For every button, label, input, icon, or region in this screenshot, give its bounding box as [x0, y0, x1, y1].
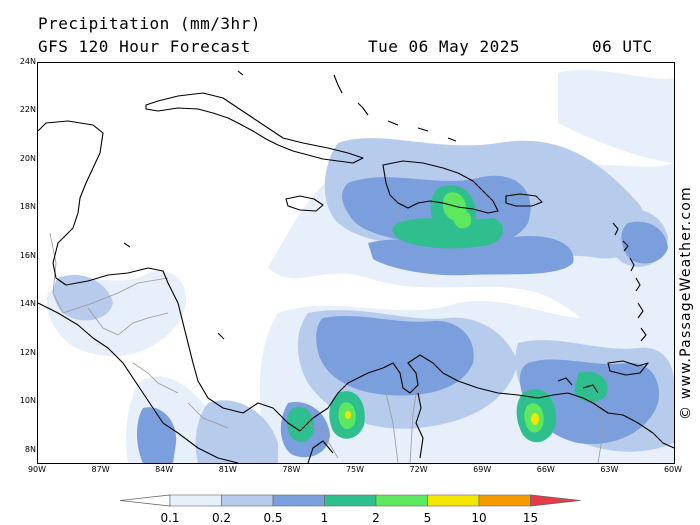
- lon-label: 81W: [218, 465, 237, 474]
- precip-legend: [119, 494, 581, 507]
- precip-field-extreme: [345, 411, 539, 425]
- lat-label: 18N: [19, 202, 36, 212]
- legend-tick-label: 10: [471, 511, 487, 525]
- lon-label: 69W: [473, 465, 492, 474]
- watermark-text: © www.PassageWeather.com: [678, 186, 694, 420]
- coastlines: [38, 70, 674, 463]
- precipitation-map: [37, 62, 675, 464]
- legend-swatch: [324, 494, 377, 507]
- forecast-subtitle: GFS 120 Hour Forecast: [38, 37, 251, 56]
- legend-swatch: [272, 494, 325, 507]
- legend-swatch: [119, 494, 171, 507]
- legend-tick-label: 15: [522, 511, 539, 525]
- valid-time: 06 UTC: [592, 37, 653, 56]
- lat-label: 22N: [19, 105, 36, 115]
- lat-label: 10N: [19, 396, 36, 406]
- lon-label: 66W: [536, 465, 555, 474]
- lon-label: 72W: [409, 465, 428, 474]
- legend-tick-label: 0.5: [263, 511, 283, 525]
- legend-tick-label: 0.2: [211, 511, 232, 525]
- lon-label: 87W: [91, 465, 110, 474]
- lat-label: 12N: [19, 347, 36, 357]
- legend-tick-label: 1: [320, 511, 329, 525]
- legend-swatch: [375, 494, 428, 507]
- legend-swatch: [478, 494, 531, 507]
- lon-label: 75W: [345, 465, 365, 474]
- map-title: Precipitation (mm/3hr): [38, 14, 261, 33]
- legend-tick-label: 0.1: [160, 511, 180, 525]
- lon-label: 60W: [663, 465, 683, 474]
- legend-swatch: [427, 494, 480, 507]
- lon-label: 84W: [155, 465, 174, 474]
- lat-label: 20N: [19, 153, 36, 163]
- lat-label: 14N: [19, 299, 36, 309]
- valid-date: Tue 06 May 2025: [368, 37, 520, 56]
- lat-label: 8N: [24, 444, 36, 454]
- lon-label: 78W: [282, 465, 301, 474]
- legend-swatch: [221, 494, 274, 507]
- legend-swatch: [530, 494, 581, 507]
- lon-label: 90W: [27, 465, 47, 474]
- lat-label: 16N: [19, 250, 36, 260]
- legend-tick-label: 2: [372, 511, 380, 525]
- country-borders: [49, 197, 604, 463]
- legend-swatch: [169, 494, 222, 507]
- lat-label: 24N: [19, 57, 36, 66]
- legend-tick-label: 5: [423, 511, 432, 525]
- map-canvas: [38, 70, 674, 463]
- lon-label: 63W: [600, 465, 619, 474]
